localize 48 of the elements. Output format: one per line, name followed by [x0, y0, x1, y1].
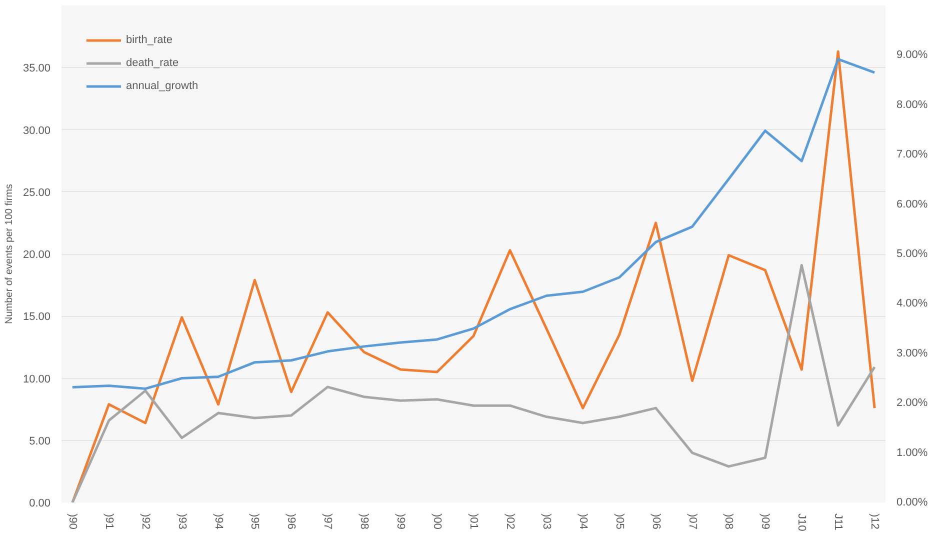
x-tick-label: )00	[431, 514, 444, 530]
y-axis-title: Number of events per 100 firms	[4, 184, 15, 324]
x-tick-label: )09	[759, 514, 772, 530]
x-tick-label: )91	[102, 514, 115, 530]
x-tick-label: )94	[212, 514, 224, 530]
x-tick-label: J10	[796, 514, 808, 532]
x-tick-label: )12	[868, 514, 881, 530]
x-tick-label: )96	[285, 514, 298, 530]
x-tick-label: )99	[394, 514, 407, 530]
y-tick-label: 30.00	[22, 124, 51, 137]
x-tick-label: )07	[686, 514, 698, 530]
x-tick-label: )01	[468, 514, 480, 530]
legend-label: death_rate	[126, 57, 179, 69]
y-tick-label: 35.00	[22, 62, 51, 75]
y2-tick-label: 8.00%	[896, 98, 928, 111]
x-tick-label: )05	[613, 514, 626, 530]
x-tick-label: J11	[832, 514, 844, 530]
y2-tick-label: 3.00%	[896, 347, 928, 360]
y2-tick-label: 4.00%	[896, 298, 928, 310]
x-tick-label: )02	[504, 514, 516, 530]
y-tick-label: 5.00	[29, 435, 51, 448]
y2-tick-label: 1.00%	[896, 446, 928, 459]
x-tick-label: )92	[139, 514, 152, 530]
y2-tick-label: 6.00%	[896, 198, 928, 210]
x-tick-label: )95	[248, 514, 261, 530]
x-tick-label: )93	[176, 514, 188, 530]
line-series	[71, 264, 876, 502]
x-tick-label: )03	[540, 514, 552, 530]
x-tick-label: )90	[66, 514, 78, 530]
y-tick-label: 25.00	[22, 186, 51, 199]
y2-tick-label: 7.00%	[896, 148, 928, 161]
line-series	[71, 58, 876, 390]
y2-tick-label: 0.00%	[896, 496, 928, 508]
legend-label: birth_rate	[126, 34, 172, 46]
x-tick-label: )04	[576, 514, 589, 530]
x-tick-label: )97	[322, 514, 334, 530]
legend-label: annual_growth	[126, 80, 198, 92]
line-series	[71, 50, 876, 502]
x-tick-label: )08	[722, 514, 735, 530]
y-tick-label: 10.00	[22, 373, 51, 386]
y2-tick-label: 9.00%	[896, 49, 928, 62]
x-tick-label: )98	[358, 514, 370, 530]
y2-tick-label: 5.00%	[896, 248, 928, 260]
y-tick-label: 15.00	[22, 311, 51, 324]
x-tick-label: )06	[650, 514, 662, 530]
y2-tick-label: 2.00%	[896, 397, 928, 410]
y-tick-label: 20.00	[22, 249, 51, 261]
y-tick-label: 0.00	[29, 498, 51, 510]
